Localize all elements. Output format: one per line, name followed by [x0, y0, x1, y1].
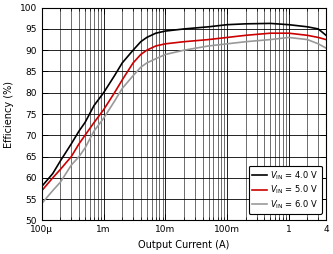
X-axis label: Output Current (A): Output Current (A)	[138, 240, 230, 250]
Y-axis label: Efficiency (%): Efficiency (%)	[4, 81, 14, 148]
Legend: $V_\mathregular{IN}$ = 4.0 V, $V_\mathregular{IN}$ = 5.0 V, $V_\mathregular{IN}$: $V_\mathregular{IN}$ = 4.0 V, $V_\mathre…	[249, 166, 322, 214]
